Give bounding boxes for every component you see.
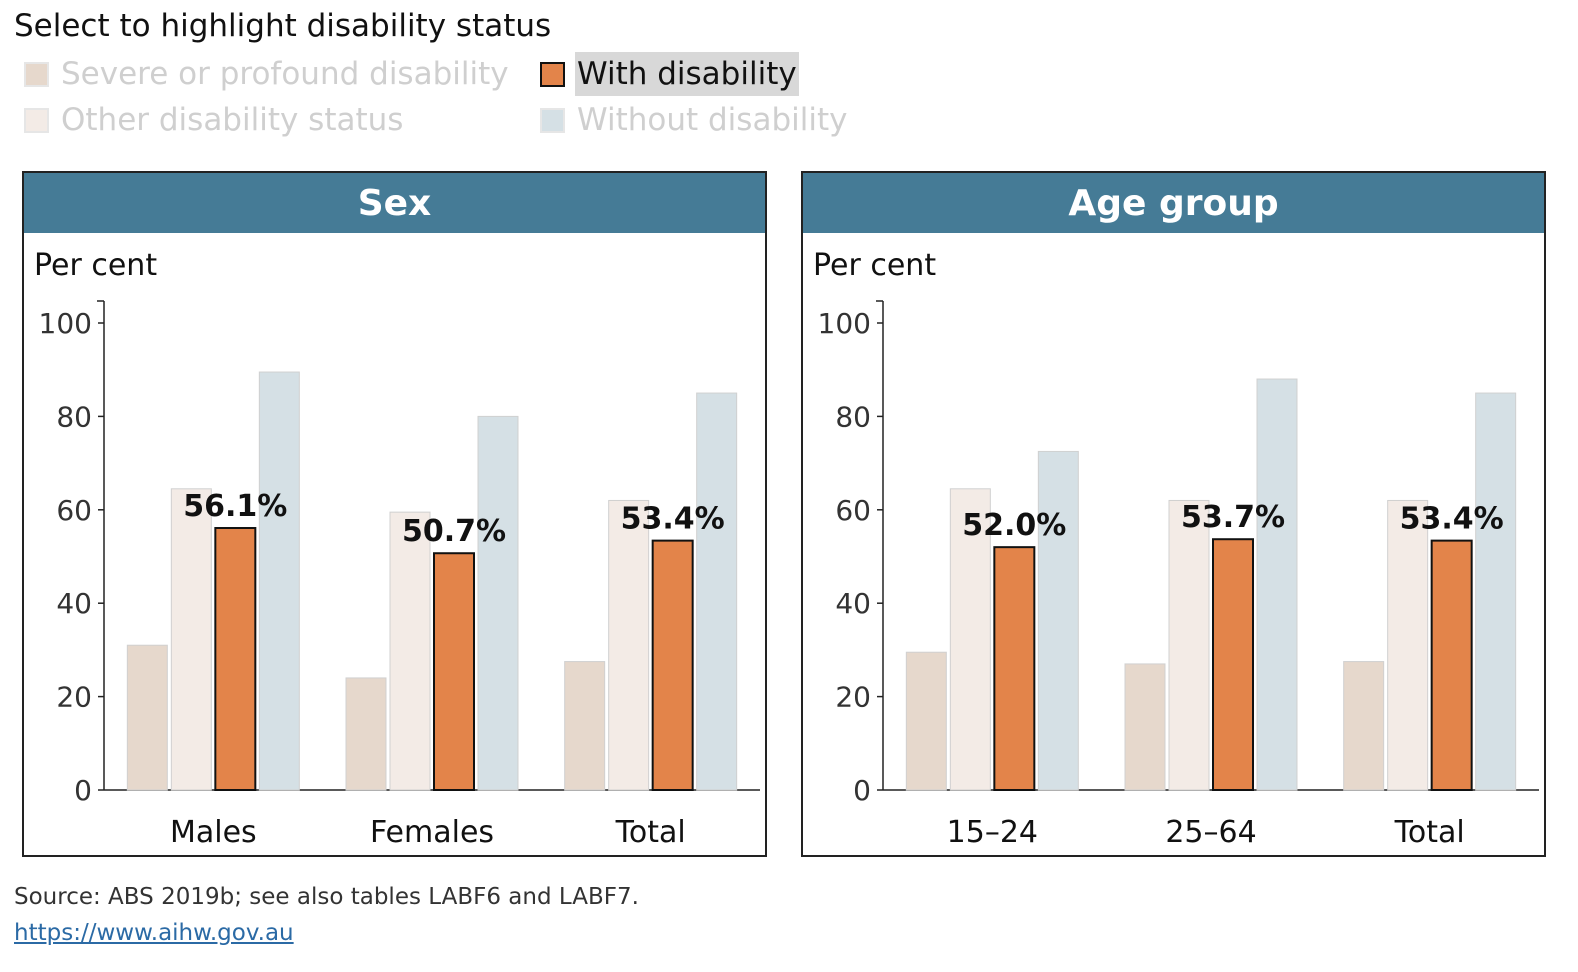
y-tick-label: 60 [835, 494, 871, 527]
y-tick-label: 20 [835, 681, 871, 714]
legend-item-severe[interactable]: Severe or profound disability [24, 52, 511, 96]
bar-other-disability-status-females [389, 511, 431, 791]
bar-chart-age-group: Per cent 0 20 40 60 80 100 52.0% 15–24 53.7% 25–64… [813, 248, 1539, 850]
data-label-15-24: 52.0% [962, 508, 1066, 543]
y-tick-label: 100 [818, 307, 871, 340]
chart-panel-sex: Sex Per cent 0 20 40 60 80 100 56.1% Males 50.7% F… [22, 171, 767, 857]
source-note: Source: ABS 2019b; see also tables LABF6… [14, 884, 639, 910]
bar-with-disability-total [1430, 539, 1473, 792]
legend-swatch-severe [24, 61, 49, 87]
legend-item-without-disability[interactable]: Without disability [540, 98, 849, 142]
legend-label-with-disability: With disability [575, 52, 799, 96]
legend-swatch-with-disability [540, 61, 565, 87]
panel-title-age-group: Age group [803, 173, 1544, 233]
y-tick-label: 20 [56, 681, 92, 714]
bar-without-disability-males [258, 371, 300, 791]
bar-other-disability-status-15-24 [949, 488, 991, 791]
bar-with-disability-females [433, 552, 475, 791]
bar-with-disability-males [214, 527, 257, 791]
bar-severe-or-profound-disability-25-64 [1124, 663, 1166, 791]
data-label-females: 50.7% [402, 514, 506, 549]
bar-with-disability-25-64 [1212, 538, 1254, 792]
y-tick-label: 0 [853, 774, 871, 807]
bar-other-disability-status-total [608, 499, 650, 791]
source-link[interactable]: https://www.aihw.gov.au [14, 920, 294, 946]
y-tick-label: 40 [56, 587, 92, 620]
x-tick-label-total: Total [1394, 815, 1465, 850]
y-tick-label: 40 [835, 587, 871, 620]
y-tick-label: 80 [56, 400, 92, 433]
legend-label-without-disability: Without disability [577, 102, 848, 138]
bar-severe-or-profound-disability-females [345, 677, 387, 791]
bar-without-disability-15-24 [1037, 450, 1079, 791]
data-label-males: 56.1% [183, 489, 287, 524]
bar-chart-sex: Per cent 0 20 40 60 80 100 56.1% Males 50.7% Femal… [34, 248, 760, 850]
legend-label-other: Other disability status [61, 102, 404, 138]
bar-without-disability-total [696, 392, 738, 791]
chart-panel-age-group: Age group Per cent 0 20 40 60 80 100 52.0% 15–24… [801, 171, 1546, 857]
x-tick-label-25-64: 25–64 [1165, 815, 1256, 850]
data-label-25-64: 53.7% [1181, 500, 1285, 535]
y-tick-label: 60 [56, 494, 92, 527]
bar-severe-or-profound-disability-total [564, 661, 606, 791]
x-tick-label-15-24: 15–24 [947, 815, 1038, 850]
bar-with-disability-total [651, 539, 694, 792]
y-tick-label: 80 [835, 400, 871, 433]
legend-swatch-other [24, 107, 49, 133]
bar-severe-or-profound-disability-total [1343, 661, 1385, 791]
y-axis-label: Per cent [34, 248, 157, 283]
legend-item-with-disability[interactable]: With disability [540, 52, 799, 96]
y-tick-label: 100 [39, 307, 92, 340]
legend-title: Select to highlight disability status [14, 8, 552, 44]
legend-item-other[interactable]: Other disability status [24, 98, 405, 142]
bar-severe-or-profound-disability-15-24 [905, 651, 947, 791]
data-label-total: 53.4% [621, 502, 725, 537]
y-tick-label: 0 [74, 774, 92, 807]
bar-without-disability-females [477, 415, 519, 791]
x-tick-label-total: Total [615, 815, 686, 850]
bar-other-disability-status-total [1387, 499, 1429, 791]
data-label-total: 53.4% [1400, 502, 1504, 537]
bar-with-disability-15-24 [993, 546, 1036, 791]
y-axis-label: Per cent [813, 248, 936, 283]
bar-without-disability-total [1475, 392, 1517, 791]
bar-severe-or-profound-disability-males [126, 644, 168, 791]
legend-swatch-without-disability [540, 107, 565, 133]
x-tick-label-females: Females [370, 815, 494, 850]
bar-other-disability-status-males [170, 488, 212, 791]
legend-label-severe: Severe or profound disability [61, 56, 509, 92]
bar-other-disability-status-25-64 [1168, 499, 1210, 791]
x-tick-label-males: Males [170, 815, 257, 850]
bar-without-disability-25-64 [1256, 378, 1298, 791]
panel-title-sex: Sex [24, 173, 765, 233]
